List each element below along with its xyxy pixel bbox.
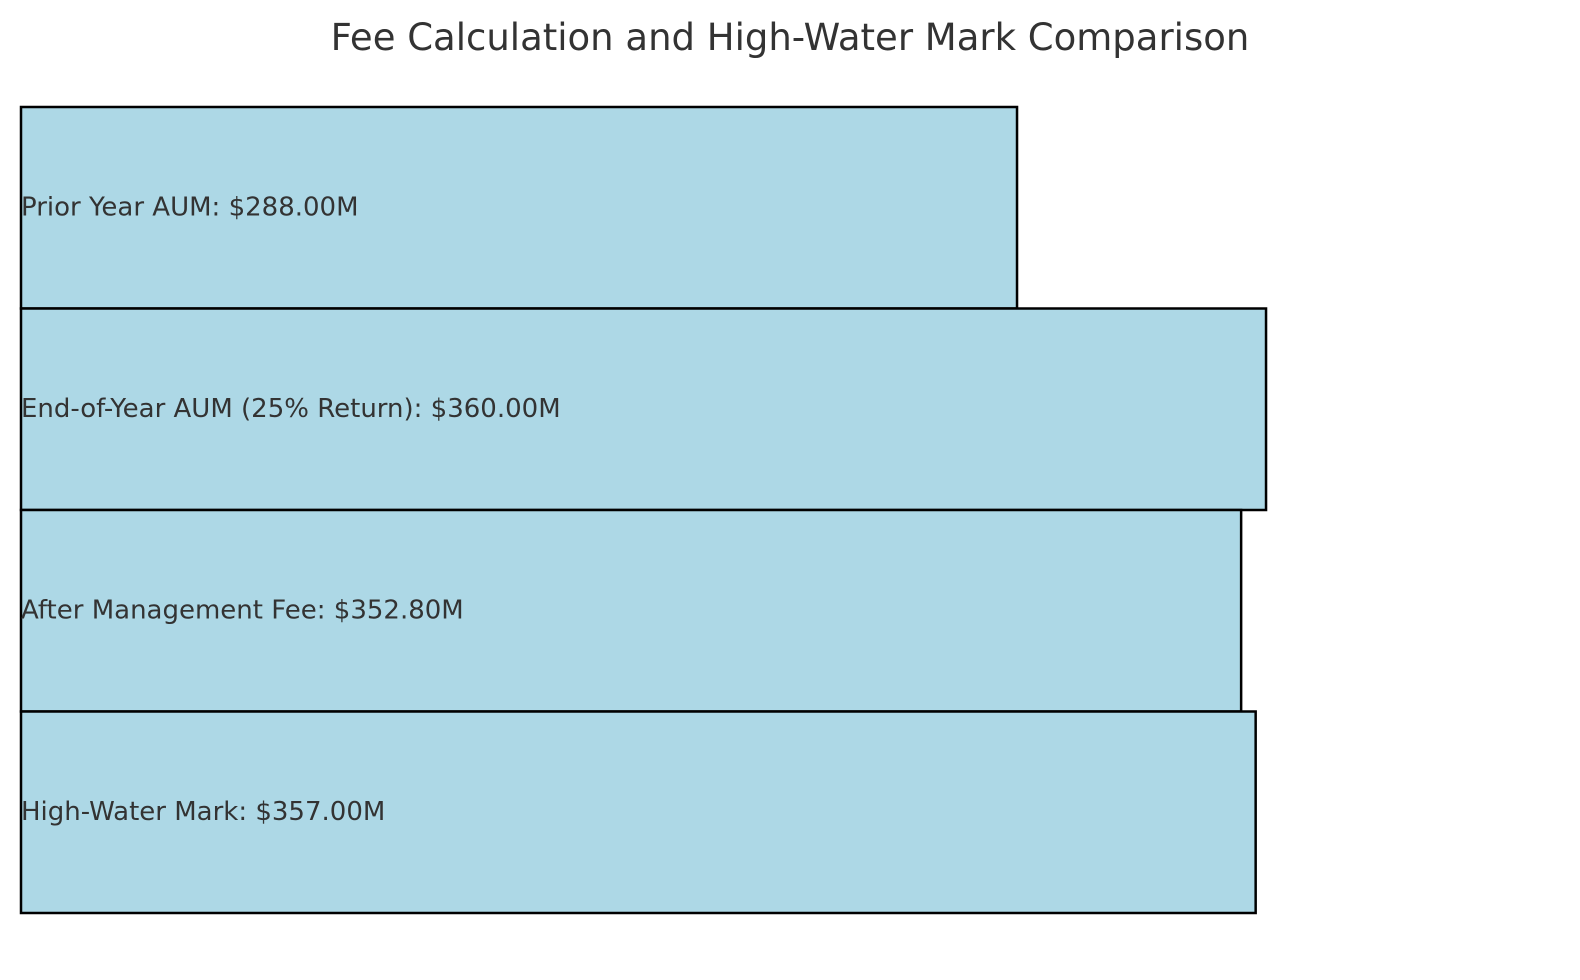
- labels-group: Prior Year AUM: $288.00M End-of-Year AUM …: [21, 192, 561, 827]
- bar-1: [19, 307, 1268, 512]
- bar-3: [19, 710, 1257, 915]
- bar-label-2: After Management Fee: $352.80M: [21, 595, 464, 625]
- bar-label-0: Prior Year AUM: $288.00M: [21, 192, 359, 222]
- bar-label-3: High-Water Mark: $357.00M: [21, 797, 385, 827]
- bar-2: [19, 508, 1243, 713]
- bar-0: [19, 105, 1019, 310]
- chart-title: Fee Calculation and High-Water Mark Comp…: [331, 16, 1250, 59]
- bar-label-1: End-of-Year AUM (25% Return): $360.00M: [21, 394, 561, 424]
- bars-group: [19, 105, 1268, 915]
